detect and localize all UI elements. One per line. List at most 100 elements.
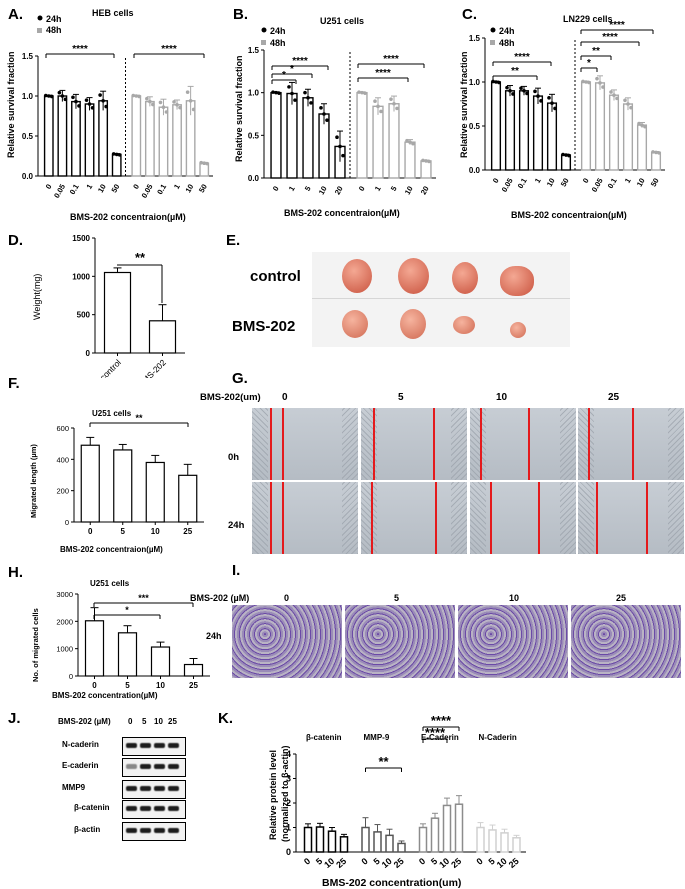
data-point — [43, 93, 48, 98]
data-point — [49, 94, 54, 99]
bar — [178, 474, 198, 523]
data-point — [63, 97, 68, 102]
cell-region — [470, 408, 486, 480]
sig-label: * — [282, 70, 286, 81]
chart-b: U251 cells Relative survival fraction BM… — [234, 16, 436, 218]
cell-region — [361, 482, 377, 554]
x-tick-label: 0.05 — [500, 177, 515, 194]
bar — [148, 320, 177, 354]
x-tick-label: 25 — [334, 856, 348, 870]
data-point — [202, 161, 207, 165]
data-point — [508, 89, 512, 93]
x-tick-label: 50 — [197, 183, 209, 195]
wound-image — [578, 482, 684, 554]
data-point — [564, 153, 568, 157]
data-point — [643, 124, 647, 129]
legend-24h-label: 24h — [270, 26, 286, 36]
bar — [144, 100, 155, 177]
panel-i-col-10: 10 — [509, 593, 520, 603]
blot-band — [168, 806, 179, 811]
y-tick-label: 200 — [56, 487, 69, 496]
x-tick-label: 20 — [419, 185, 431, 197]
x-tick-label: 0 — [417, 856, 427, 867]
data-point — [277, 91, 281, 95]
wound-edge-line — [588, 408, 590, 480]
wound-image — [252, 482, 358, 554]
chart-a-ylabel: Relative survival fraction — [6, 51, 16, 158]
blot-band — [168, 828, 179, 833]
bar — [594, 82, 606, 171]
panel-i-col-5: 5 — [394, 593, 400, 603]
chart-a-title: HEB cells — [92, 8, 134, 18]
bar — [622, 103, 634, 171]
wound-edge-line — [373, 408, 375, 480]
sig-label: **** — [602, 32, 618, 43]
data-point — [525, 91, 529, 96]
x-tick-label: 10 — [183, 183, 195, 195]
bar — [385, 834, 394, 853]
panel-label-e: E. — [226, 232, 241, 249]
panel-j-header: BMS-202 (µM) — [58, 717, 111, 726]
group-label: N-Caderin — [479, 733, 517, 742]
data-point — [601, 85, 605, 89]
data-point — [134, 94, 139, 98]
bar — [43, 95, 54, 177]
data-point — [114, 152, 119, 157]
data-point — [547, 96, 551, 100]
y-tick-label: 1.5 — [22, 52, 34, 61]
y-tick-label: 1500 — [72, 234, 90, 243]
panel-e-row2-label: BMS-202 — [232, 318, 296, 335]
x-tick-label: 5 — [121, 527, 126, 536]
data-point — [373, 99, 377, 103]
data-point — [77, 104, 81, 108]
y-tick-label: 1.5 — [248, 46, 260, 55]
panel-label-f: F. — [8, 375, 20, 392]
legend-24h-label: 24h — [499, 26, 515, 36]
x-tick-label: 5 — [487, 856, 497, 867]
x-tick-label: 1 — [172, 183, 182, 191]
blot-row-label: E-caderin — [62, 761, 99, 770]
bar — [80, 444, 100, 523]
blot-row-label: β-catenin — [74, 803, 110, 812]
bar — [430, 817, 440, 853]
bar — [442, 804, 452, 853]
x-tick-label: 0.05 — [140, 183, 155, 200]
data-point — [87, 102, 92, 106]
bar — [356, 91, 368, 179]
panel-i-header: BMS-202 (µM) — [190, 593, 250, 603]
panel-label-g: G. — [232, 370, 248, 387]
chart-b-title: U251 cells — [320, 16, 364, 26]
chart-k: Relative protein level (normalized to β-… — [268, 713, 526, 889]
panel-label-h: H. — [8, 564, 23, 581]
transwell-image — [232, 605, 342, 678]
bar — [490, 81, 502, 171]
data-point — [561, 152, 565, 157]
x-tick-label: 25 — [507, 856, 521, 870]
legend-48h-label: 48h — [270, 38, 286, 48]
wound-edge-line — [538, 482, 540, 554]
bar — [404, 141, 416, 179]
data-point — [550, 101, 554, 105]
bar — [504, 90, 516, 171]
cell-region — [252, 408, 268, 480]
data-point — [205, 161, 210, 166]
data-point — [595, 76, 599, 81]
panel-label-d: D. — [8, 232, 23, 249]
data-point — [424, 159, 428, 163]
panel-g-col-25: 25 — [608, 392, 620, 403]
bar — [397, 842, 406, 853]
cell-region — [668, 482, 684, 554]
sig-label: * — [125, 605, 129, 615]
x-tick-label: 25 — [189, 681, 198, 690]
bar — [150, 646, 171, 677]
sig-label: *** — [138, 593, 149, 603]
panel-label-a: A. — [8, 6, 23, 23]
data-point — [539, 99, 543, 103]
data-point — [497, 80, 501, 85]
data-point — [175, 103, 179, 107]
y-tick-label: 3 — [286, 774, 291, 784]
data-point — [293, 98, 297, 102]
sig-label: * — [290, 64, 294, 75]
x-tick-label: 0 — [44, 183, 54, 191]
x-tick-label: 1 — [287, 185, 297, 193]
